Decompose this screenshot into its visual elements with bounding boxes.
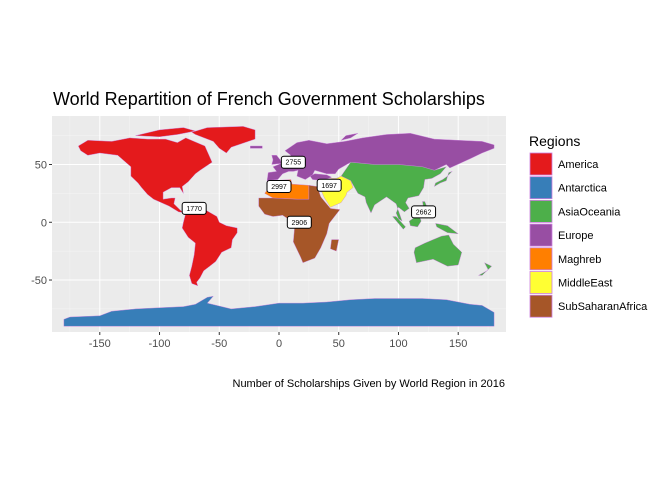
data-label-europe: 2755 xyxy=(286,160,302,167)
x-tick-label: -50 xyxy=(211,338,227,350)
asia-shape xyxy=(340,162,447,222)
north-america-shape xyxy=(78,137,213,214)
legend-label-antarctica: Antarctica xyxy=(558,183,608,195)
legend-label-europe: Europe xyxy=(558,230,593,242)
data-label-america: 1770 xyxy=(186,206,202,213)
x-tick-label: -100 xyxy=(149,338,171,350)
data-label-box xyxy=(286,215,312,229)
novaya-zemlya-shape xyxy=(340,133,359,141)
legend-items: America Antarctica AsiaOceania Europe Maghre… xyxy=(529,152,648,318)
chart-caption: Number of Scholarships Given by World Re… xyxy=(233,378,506,390)
y-tick-label: 50 xyxy=(35,160,47,172)
legend-swatch-europe xyxy=(529,223,553,247)
y-tick-label: -50 xyxy=(31,275,47,287)
x-tick-label: 150 xyxy=(449,338,467,350)
canadian-archipelago-shape xyxy=(135,127,196,137)
antarctica-shape xyxy=(63,296,495,327)
madagascar-shape xyxy=(330,239,339,252)
x-tick-label: 50 xyxy=(333,338,345,350)
south-america-shape xyxy=(182,208,238,286)
legend-label-maghreb: Maghreb xyxy=(558,254,601,266)
eurasia-north-shape xyxy=(266,133,495,181)
new-guinea-shape xyxy=(435,223,459,234)
new-zealand-shape xyxy=(478,262,492,276)
y-axis: -50 0 50 xyxy=(31,160,52,287)
legend-swatch-antarctica xyxy=(529,176,553,200)
legend-label-america: America xyxy=(558,159,599,171)
legend-swatch-maghreb xyxy=(529,247,553,271)
legend-swatch-america xyxy=(529,152,553,176)
data-label-middleeast: 1697 xyxy=(321,183,337,190)
data-label-maghreb: 2997 xyxy=(271,184,287,191)
legend-swatch-subsaharanafrica xyxy=(529,294,553,318)
data-label-asiaoceania: 2662 xyxy=(416,209,432,216)
data-label-box xyxy=(280,155,306,169)
x-axis: -150 -100 -50 0 50 100 150 xyxy=(89,332,467,350)
x-tick-label: -150 xyxy=(89,338,111,350)
data-label-box xyxy=(316,178,342,192)
legend-swatch-asiaoceania xyxy=(529,199,553,223)
legend-swatch-middleeast xyxy=(529,271,553,294)
greenland-shape xyxy=(191,126,256,154)
chart-title: World Repartition of French Government S… xyxy=(53,89,485,109)
iceland-shape xyxy=(250,145,263,149)
y-tick-label: 0 xyxy=(41,217,47,229)
region-labels: 1770 2755 2997 1697 2906 2662 xyxy=(181,155,437,229)
australia-shape xyxy=(413,234,462,267)
legend-label-asiaoceania: AsiaOceania xyxy=(558,206,621,218)
data-label-box xyxy=(266,179,292,193)
legend-title: Regions xyxy=(529,133,580,149)
data-label-box xyxy=(181,201,207,215)
japan-shape xyxy=(434,171,453,187)
x-tick-label: 0 xyxy=(276,338,282,350)
data-label-box xyxy=(411,205,437,219)
legend: Regions America Antarctica AsiaOceania Euro… xyxy=(529,133,648,318)
sumatra-shape xyxy=(392,216,406,230)
data-label-subsaharanafrica: 2906 xyxy=(292,220,308,227)
x-tick-label: 100 xyxy=(389,338,407,350)
legend-label-middleeast: MiddleEast xyxy=(558,278,612,290)
legend-label-subsaharanafrica: SubSaharanAfrica xyxy=(558,301,648,313)
